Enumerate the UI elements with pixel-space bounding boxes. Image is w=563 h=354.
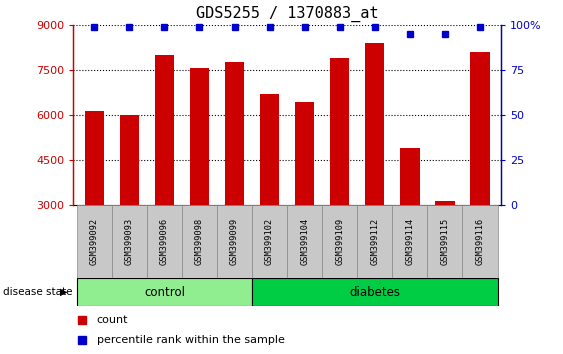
Bar	[322, 205, 358, 278]
Bar	[120, 115, 139, 205]
Text: disease state: disease state	[3, 287, 72, 297]
Text: GSM399102: GSM399102	[265, 218, 274, 265]
Text: diabetes: diabetes	[349, 286, 400, 298]
Text: GSM399096: GSM399096	[160, 218, 169, 265]
Bar	[462, 205, 498, 278]
Title: GDS5255 / 1370883_at: GDS5255 / 1370883_at	[196, 6, 378, 22]
Bar	[147, 205, 182, 278]
Text: control: control	[144, 286, 185, 298]
Bar	[252, 278, 498, 306]
Bar	[470, 52, 490, 205]
Bar	[77, 205, 112, 278]
Bar	[155, 55, 174, 205]
Bar	[392, 205, 427, 278]
Bar	[330, 58, 350, 205]
Bar	[260, 94, 279, 205]
Text: ▶: ▶	[60, 287, 68, 297]
Bar	[435, 201, 454, 205]
Text: percentile rank within the sample: percentile rank within the sample	[97, 335, 285, 345]
Bar	[287, 205, 322, 278]
Bar	[77, 278, 252, 306]
Text: GSM399116: GSM399116	[476, 218, 485, 265]
Bar	[365, 43, 385, 205]
Text: GSM399114: GSM399114	[405, 218, 414, 265]
Bar	[400, 148, 419, 205]
Text: GSM399115: GSM399115	[440, 218, 449, 265]
Bar	[252, 205, 287, 278]
Bar	[295, 102, 314, 205]
Bar	[190, 68, 209, 205]
Bar	[225, 62, 244, 205]
Text: GSM399092: GSM399092	[90, 218, 99, 265]
Bar	[427, 205, 462, 278]
Text: count: count	[97, 315, 128, 325]
Bar	[182, 205, 217, 278]
Text: GSM399098: GSM399098	[195, 218, 204, 265]
Bar	[358, 205, 392, 278]
Text: GSM399099: GSM399099	[230, 218, 239, 265]
Text: GSM399109: GSM399109	[335, 218, 344, 265]
Bar	[217, 205, 252, 278]
Bar	[112, 205, 147, 278]
Text: GSM399104: GSM399104	[300, 218, 309, 265]
Bar	[84, 110, 104, 205]
Text: GSM399112: GSM399112	[370, 218, 379, 265]
Text: GSM399093: GSM399093	[125, 218, 134, 265]
